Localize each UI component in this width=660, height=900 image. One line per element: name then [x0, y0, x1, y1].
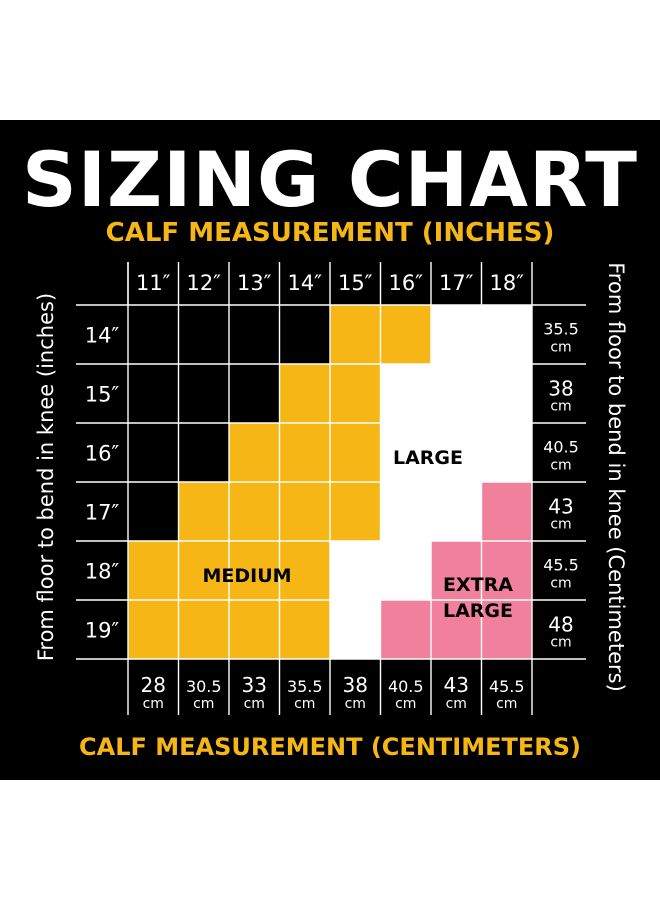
calf-cm-value: 43	[444, 673, 469, 697]
grid-cell-extra_large	[431, 600, 482, 659]
knee-inch-label: 16″	[85, 442, 120, 466]
grid-cell-none	[178, 305, 229, 364]
knee-inch-label: 14″	[85, 324, 120, 348]
calf-cm-unit: cm	[345, 696, 366, 712]
calf-cm-value: 30.5	[186, 677, 222, 696]
grid-cell-large	[380, 482, 431, 541]
grid-cell-medium	[279, 423, 330, 482]
grid-cell-none	[229, 364, 280, 423]
grid-cell-none	[229, 305, 280, 364]
grid-cell-large	[481, 305, 532, 364]
knee-cm-unit: cm	[550, 399, 571, 415]
grid-cell-extra_large	[380, 600, 431, 659]
grid-cell-medium	[178, 541, 229, 600]
grid-cell-none	[128, 305, 179, 364]
grid-cell-large	[431, 423, 482, 482]
grid-cell-medium	[279, 541, 330, 600]
calf-cm-value: 38	[343, 673, 368, 697]
calf-cm-value: 45.5	[489, 677, 525, 696]
grid-cell-large	[431, 482, 482, 541]
grid-cell-medium	[128, 600, 179, 659]
grid-cell-none	[178, 423, 229, 482]
knee-cm-unit: cm	[550, 517, 571, 533]
grid-cell-medium	[380, 305, 431, 364]
grid-cell-large	[330, 600, 381, 659]
grid-cell-large	[431, 305, 482, 364]
knee-cm-value: 48	[548, 613, 573, 637]
grid-cell-none	[128, 482, 179, 541]
calf-inch-label: 14″	[287, 271, 322, 295]
grid-cell-large	[431, 364, 482, 423]
knee-cm-value: 43	[548, 495, 573, 519]
grid-cell-medium	[229, 541, 280, 600]
calf-cm-value: 35.5	[287, 677, 323, 696]
calf-cm-unit: cm	[395, 696, 416, 712]
calf-inches-heading: CALF MEASUREMENT (INCHES)	[105, 218, 555, 248]
calf-inch-label: 17″	[439, 271, 474, 295]
grid-cell-medium	[330, 305, 381, 364]
page-title: SIZING CHART	[22, 135, 638, 224]
grid-cell-large	[481, 423, 532, 482]
grid-cell-none	[279, 305, 330, 364]
calf-inch-label: 18″	[489, 271, 524, 295]
knee-cm-value: 35.5	[543, 320, 579, 339]
grid-cell-medium	[330, 423, 381, 482]
calf-inch-label: 11″	[136, 271, 171, 295]
calf-inch-label: 16″	[388, 271, 423, 295]
grid-cell-extra_large	[481, 482, 532, 541]
knee-cm-unit: cm	[550, 576, 571, 592]
knee-inch-label: 18″	[85, 560, 120, 584]
grid-cell-large	[380, 541, 431, 600]
knee-cm-unit: cm	[550, 458, 571, 474]
calf-cm-value: 33	[242, 673, 267, 697]
knee-inch-label: 15″	[85, 383, 120, 407]
extra-large-zone-label-line1: EXTRA	[443, 574, 513, 596]
grid-cell-medium	[279, 364, 330, 423]
large-zone-label: LARGE	[393, 447, 463, 469]
grid-cell-none	[128, 364, 179, 423]
calf-inch-label: 13″	[237, 271, 272, 295]
grid-cell-medium	[279, 482, 330, 541]
knee-cm-value: 38	[548, 377, 573, 401]
grid-cell-medium	[229, 600, 280, 659]
grid-cell-medium	[330, 482, 381, 541]
calf-cm-unit: cm	[496, 696, 517, 712]
grid-cell-none	[128, 423, 179, 482]
grid-cell-large	[380, 364, 431, 423]
grid-cell-extra_large	[431, 541, 482, 600]
extra-large-zone-label-line2: LARGE	[443, 600, 513, 622]
knee-cm-value: 45.5	[543, 556, 579, 575]
medium-zone-label: MEDIUM	[202, 565, 291, 587]
knee-inch-label: 19″	[85, 619, 120, 643]
grid-cell-medium	[178, 600, 229, 659]
grid-cell-medium	[178, 482, 229, 541]
grid-cell-medium	[128, 541, 179, 600]
knee-cm-value: 40.5	[543, 438, 579, 457]
calf-inch-label: 12″	[186, 271, 221, 295]
grid-cell-medium	[229, 423, 280, 482]
grid-cell-extra_large	[481, 600, 532, 659]
calf-cm-unit: cm	[244, 696, 265, 712]
grid-cell-large	[330, 541, 381, 600]
grid-cell-large	[481, 364, 532, 423]
calf-cm-unit: cm	[143, 696, 164, 712]
calf-inch-label: 15″	[338, 271, 373, 295]
knee-cm-unit: cm	[550, 340, 571, 356]
calf-cm-value: 40.5	[388, 677, 424, 696]
calf-cm-heading: CALF MEASUREMENT (CENTIMETERS)	[79, 733, 581, 761]
grid-cell-medium	[279, 600, 330, 659]
calf-cm-value: 28	[141, 673, 166, 697]
calf-cm-unit: cm	[446, 696, 467, 712]
grid-cell-medium	[229, 482, 280, 541]
knee-inch-label: 17″	[85, 501, 120, 525]
calf-cm-unit: cm	[193, 696, 214, 712]
calf-cm-unit: cm	[294, 696, 315, 712]
grid-cell-extra_large	[481, 541, 532, 600]
knee-cm-unit: cm	[550, 635, 571, 651]
grid-cell-medium	[330, 364, 381, 423]
grid-cell-none	[178, 364, 229, 423]
grid-cell-large	[380, 423, 431, 482]
